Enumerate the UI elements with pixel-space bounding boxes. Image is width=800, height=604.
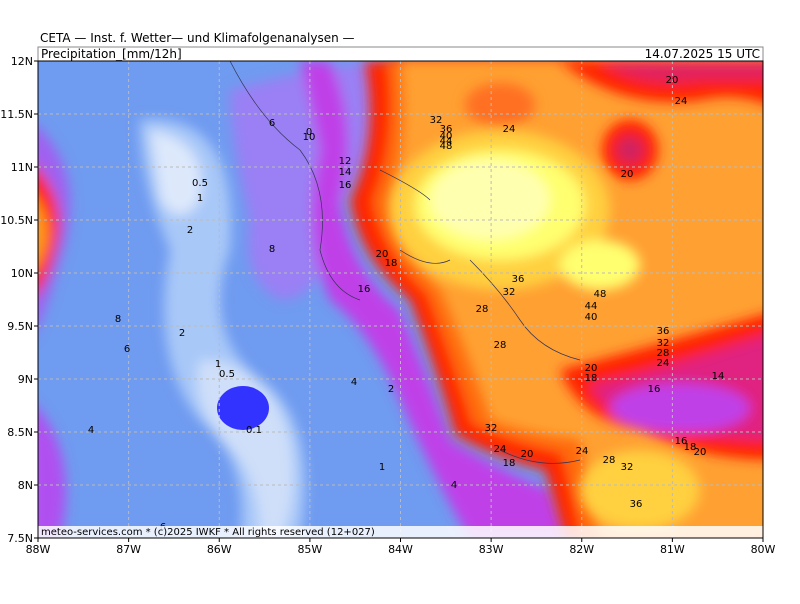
contour-label: 1 [379,462,385,473]
contour-label: 20 [521,449,534,460]
contour-label: 1 [215,359,221,370]
contour-label: 20 [666,75,679,86]
contour-label: 6 [124,344,130,355]
contour-label: 16 [339,180,352,191]
contour-label: 24 [675,96,688,107]
footer-bar [38,526,763,538]
contour-label: 24 [657,358,670,369]
contour-label: 16 [648,384,661,395]
lat-label: 10N [11,267,33,280]
lat-label: 9.5N [7,320,33,333]
contour-label: 44 [440,136,453,147]
contour-label: 48 [440,141,453,152]
contour-label: 14 [712,371,725,382]
contour-label: 4 [451,480,457,491]
lat-label: 8N [18,479,33,492]
lat-label: 10.5N [0,214,33,227]
contour-label: 8 [115,314,121,325]
footer: meteo-services.com * (c)2025 IWKF * All … [41,527,375,538]
contour-label: 20 [376,249,389,260]
contour-label: 1 [197,193,203,204]
contour-label: 28 [603,455,616,466]
title: CETA — Inst. f. Wetter— und Klimafolgena… [40,31,355,45]
contour-label: 18 [503,458,516,469]
contour-label: 40 [440,131,453,142]
contour-label: 20 [621,169,634,180]
lat-label: 7.5N [7,532,33,545]
contour-label: 32 [503,287,516,298]
lon-label: 87W [116,543,141,556]
contour-label: 36 [440,124,453,135]
lat-label: 11.5N [0,108,33,121]
contour-label: 24 [494,444,507,455]
contour-label: 32 [430,115,443,126]
contour-label: 6 [269,118,275,129]
lat-label: 12N [11,55,33,68]
lon-label: 88W [26,543,51,556]
contour-label: 10 [303,132,316,143]
contour-label: 4 [351,377,357,388]
contour-label: 20 [694,447,707,458]
contour-label: 32 [657,338,670,349]
contour-label: 44 [585,301,598,312]
lon-label: 81W [660,543,685,556]
contour-label: 2 [179,328,185,339]
contour-label: 36 [630,499,643,510]
contour-label: 48 [594,289,607,300]
contour-label: 0.5 [192,178,208,189]
lat-label: 8.5N [7,426,33,439]
contour-label: 16 [358,284,371,295]
contour-label: 36 [657,326,670,337]
contour-label: 40 [585,312,598,323]
header-right: 14.07.2025 15 UTC [645,47,760,61]
contour-label: 0.1 [246,425,262,436]
contour-label: 24 [503,124,516,135]
lat-label: 9N [18,373,33,386]
contour-label: 4 [88,425,94,436]
contour-label: 2 [388,384,394,395]
contour-label: 32 [485,423,498,434]
lon-label: 85W [297,543,322,556]
contour-label: 28 [657,348,670,359]
contour-label: 16 [675,436,688,447]
header-left: Precipitation_[mm/12h] [41,47,182,61]
contour-label: 18 [585,373,598,384]
contour-label: 32 [621,462,634,473]
lon-label: 80W [751,543,776,556]
contour-label: 28 [494,340,507,351]
contour-label: 0.5 [219,369,235,380]
contour-label: 28 [476,304,489,315]
map-frame [37,60,764,539]
contour-label: 18 [385,258,398,269]
lon-label: 84W [388,543,413,556]
lon-label: 86W [207,543,232,556]
contour-label: 12 [339,156,352,167]
contour-label: 0 [306,127,312,138]
contour-label: 18 [684,442,697,453]
contour-label: 20 [585,363,598,374]
contour-label: 2 [187,225,193,236]
lat-label: 11N [11,161,33,174]
precip-field [38,61,763,538]
lon-label: 82W [569,543,594,556]
contour-label: 24 [576,446,589,457]
contour-label: 36 [512,274,525,285]
lon-label: 83W [479,543,504,556]
contour-label: 8 [269,244,275,255]
contour-label: 14 [339,167,352,178]
